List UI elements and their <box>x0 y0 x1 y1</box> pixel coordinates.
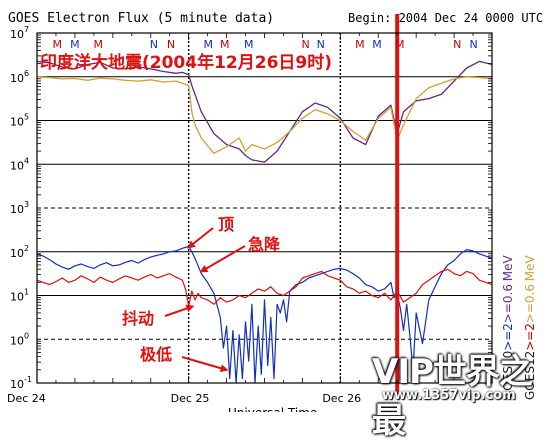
y-tick-label: 10 <box>10 247 24 260</box>
begin-label: Begin: 2004 Dec 24 0000 UTC <box>348 11 543 25</box>
local-time-marker: M <box>395 38 405 51</box>
local-time-marker: N <box>470 38 478 51</box>
annotation-label: 抖动 <box>122 309 154 328</box>
local-time-marker: M <box>204 38 214 51</box>
local-time-marker: M <box>355 38 365 51</box>
annotation-label: 极低 <box>140 345 172 364</box>
y-tick-exponent: 0 <box>24 331 29 340</box>
y-tick-label: 10 <box>10 28 24 41</box>
right-legend-text: >=2 <box>523 323 537 351</box>
y-tick-label: 10 <box>10 291 24 304</box>
local-time-marker: M <box>70 38 80 51</box>
y-tick-exponent: 2 <box>24 244 29 253</box>
right-legend-goes10: GOES10>=2>=0.6 MeV <box>501 254 515 400</box>
local-time-marker: M <box>220 38 230 51</box>
local-time-marker: M <box>52 38 62 51</box>
local-time-marker: M <box>244 38 254 51</box>
y-tick-label: 10 <box>10 116 24 129</box>
local-time-marker: N <box>301 38 309 51</box>
axes-layer <box>36 32 493 384</box>
y-tick-label: 10 <box>10 159 24 172</box>
y-tick-label: 10 <box>10 334 24 347</box>
series-line-0 <box>36 60 493 163</box>
right-legend-text: GOES10 <box>501 351 515 400</box>
right-legend-text: GOES12 <box>523 351 537 400</box>
local-time-marker: M <box>94 38 104 51</box>
y-tick-exponent: 5 <box>24 113 29 122</box>
local-time-marker: M <box>372 38 382 51</box>
watermark-url: www.1357vip.com <box>382 388 516 403</box>
chart-title: GOES Electron Flux (5 minute data) <box>8 11 274 26</box>
text-layer: GOES Electron Flux (5 minute data) Begin:… <box>7 11 543 412</box>
right-legend-goes12: GOES12>=2>=0.6 MeV <box>523 254 537 400</box>
grid-layer <box>37 33 492 383</box>
right-legend-text: >=0.6 <box>501 284 515 323</box>
series-line-3 <box>36 268 493 307</box>
x-tick-label: Dec 24 <box>7 392 46 405</box>
annotation-arrow <box>199 245 246 273</box>
annotation-label: 急降 <box>248 235 281 254</box>
y-tick-exponent: 1 <box>24 288 29 297</box>
goes-electron-flux-chart: GOES Electron Flux (5 minute data) Begin:… <box>7 11 543 412</box>
y-tick-exponent: 6 <box>24 69 29 78</box>
series-line-2 <box>36 245 493 384</box>
plot-frame <box>36 32 493 384</box>
right-legend-text: MeV <box>501 254 515 281</box>
y-tick-label: 10 <box>10 203 24 216</box>
right-legend-text: >=0.6 <box>523 284 537 323</box>
y-tick-exponent: 4 <box>24 156 29 165</box>
right-legend-text: >=2 <box>501 323 515 351</box>
local-time-marker: N <box>167 38 175 51</box>
local-time-marker: N <box>150 38 158 51</box>
y-tick-label: 10 <box>10 378 24 391</box>
x-tick-label: Dec 25 <box>171 392 210 405</box>
annotation-arrow <box>187 227 214 249</box>
series-line-1 <box>36 76 493 154</box>
y-tick-exponent: 3 <box>24 200 29 209</box>
y-tick-exponent: 7 <box>24 25 29 34</box>
y-tick-label: 10 <box>10 72 24 85</box>
local-time-marker: N <box>453 38 461 51</box>
series-layer <box>36 14 493 396</box>
right-legend-text: MeV <box>523 254 537 281</box>
annotation-arrow <box>181 356 229 373</box>
x-tick-label: Dec 26 <box>322 392 361 405</box>
annotation-label: 顶 <box>218 215 234 234</box>
annotation-arrow <box>164 304 195 317</box>
overlay-title: 印度洋大地震(2004年12月26日9时) <box>40 52 332 73</box>
y-tick-exponent: -1 <box>24 375 32 384</box>
local-time-marker: N <box>317 38 325 51</box>
x-axis-label: Universal Time <box>228 406 317 412</box>
